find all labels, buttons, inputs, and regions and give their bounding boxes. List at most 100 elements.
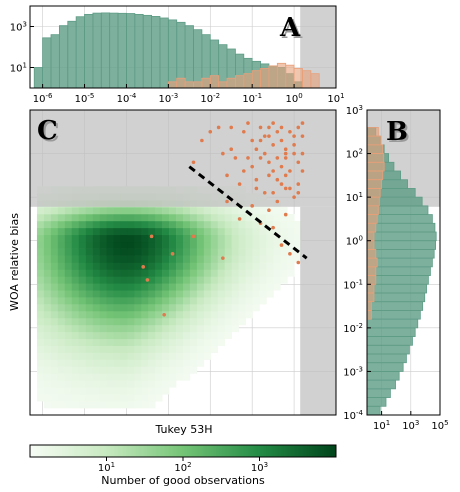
heatmap-cell	[71, 401, 79, 409]
heatmap-cell	[43, 227, 52, 236]
heatmap-cell	[57, 380, 66, 388]
panel-b-bar-bad	[367, 161, 385, 172]
heatmap-cell	[189, 345, 198, 353]
panel-b-bar-bad	[367, 266, 377, 276]
heatmap-cell	[217, 297, 226, 305]
heatmap-cell	[57, 297, 66, 305]
heatmap-cell	[176, 241, 184, 249]
heatmap-cell	[57, 338, 66, 346]
heatmap-cell	[43, 248, 52, 256]
heatmap-cell	[245, 262, 253, 270]
heatmap-cell	[64, 304, 73, 312]
heatmap-cell	[92, 234, 100, 243]
heatmap-cell	[210, 234, 219, 243]
heatmap-cell	[92, 331, 100, 340]
heatmap-cell	[155, 290, 163, 298]
heatmap-cell	[71, 262, 79, 270]
panel-b-bar-bad	[367, 205, 379, 215]
panel-a-bar-bad	[310, 73, 320, 88]
heatmap-cell	[280, 213, 288, 222]
heatmap-cell	[203, 317, 212, 326]
heatmap-cell	[99, 304, 107, 312]
heatmap-cell	[148, 269, 156, 277]
scatter-point	[279, 243, 284, 247]
panel-a-x-tick-label: 10-1	[242, 92, 262, 105]
heatmap-cell	[50, 262, 59, 270]
heatmap-cell	[176, 373, 184, 381]
heatmap-cell	[169, 311, 177, 319]
panel-a-bar-good	[92, 12, 102, 88]
heatmap-cell	[120, 255, 128, 263]
heatmap-cell	[169, 338, 177, 346]
heatmap-cell	[189, 241, 198, 249]
heatmap-cell	[71, 213, 79, 222]
heatmap-cell	[36, 262, 45, 270]
heatmap-cell	[224, 304, 232, 312]
heatmap-cell	[106, 311, 114, 319]
heatmap-cell	[217, 248, 226, 256]
heatmap-cell	[148, 297, 156, 305]
heatmap-cell	[43, 276, 52, 284]
heatmap-cell	[238, 290, 246, 298]
panel-b-bar-bad	[367, 214, 378, 224]
heatmap-cell	[176, 290, 184, 298]
heatmap-cell	[127, 255, 135, 263]
heatmap-cell	[120, 331, 128, 340]
scatter-point	[200, 138, 204, 143]
heatmap-cell	[57, 234, 66, 243]
panel-a-bar-good	[109, 12, 119, 88]
heatmap-cell	[287, 234, 295, 243]
heatmap-cell	[155, 345, 163, 353]
scatter-point	[279, 182, 284, 186]
heatmap-cell	[99, 331, 107, 340]
panel-b-bar-bad	[367, 292, 375, 303]
heatmap-cell	[64, 213, 73, 222]
heatmap-cell	[217, 220, 226, 229]
heatmap-cell	[189, 255, 198, 263]
heatmap-cell	[134, 338, 142, 346]
panel-c-heatmap: C C Tukey 53H WOA relative bias	[8, 109, 337, 436]
heatmap-cell	[238, 227, 246, 236]
heatmap-cell	[113, 345, 121, 353]
scatter-point	[237, 182, 242, 186]
heatmap-cell	[92, 366, 100, 374]
heatmap-cell	[43, 262, 52, 270]
scatter-point	[267, 173, 271, 178]
heatmap-cell	[245, 213, 253, 222]
heatmap-cell	[85, 338, 93, 346]
heatmap-cell	[252, 248, 260, 256]
scatter-point	[208, 129, 213, 134]
heatmap-cell	[99, 248, 107, 256]
scatter-point	[246, 121, 250, 125]
heatmap-cell	[287, 269, 295, 277]
heatmap-cell	[148, 387, 156, 395]
heatmap-cell	[141, 255, 149, 263]
heatmap-cell	[176, 220, 184, 229]
heatmap-cell	[238, 311, 246, 319]
heatmap-cell	[36, 283, 45, 291]
heatmap-cell	[85, 220, 93, 229]
heatmap-cell	[224, 269, 232, 277]
heatmap-cell	[57, 311, 66, 319]
heatmap-cell	[85, 241, 93, 249]
heatmap-cell	[210, 207, 219, 215]
scatter-point	[267, 125, 271, 130]
heatmap-cell	[120, 324, 128, 333]
heatmap-cell	[210, 338, 219, 346]
heatmap-cell	[273, 262, 281, 270]
heatmap-cell	[266, 262, 274, 270]
heatmap-cell	[196, 304, 205, 312]
heatmap-cell	[183, 317, 191, 326]
scatter-point	[283, 173, 288, 178]
heatmap-cell	[127, 317, 135, 326]
heatmap-cell	[43, 297, 52, 305]
heatmap-cell	[238, 304, 246, 312]
heatmap-cell	[127, 352, 135, 360]
heatmap-cell	[36, 248, 45, 256]
panel-b-y-tick-label: 103	[346, 104, 363, 117]
heatmap-cell	[78, 248, 86, 256]
heatmap-cell	[78, 207, 86, 215]
heatmap-cell	[99, 241, 107, 249]
scatter-point	[191, 234, 196, 239]
heatmap-cell	[169, 220, 177, 229]
